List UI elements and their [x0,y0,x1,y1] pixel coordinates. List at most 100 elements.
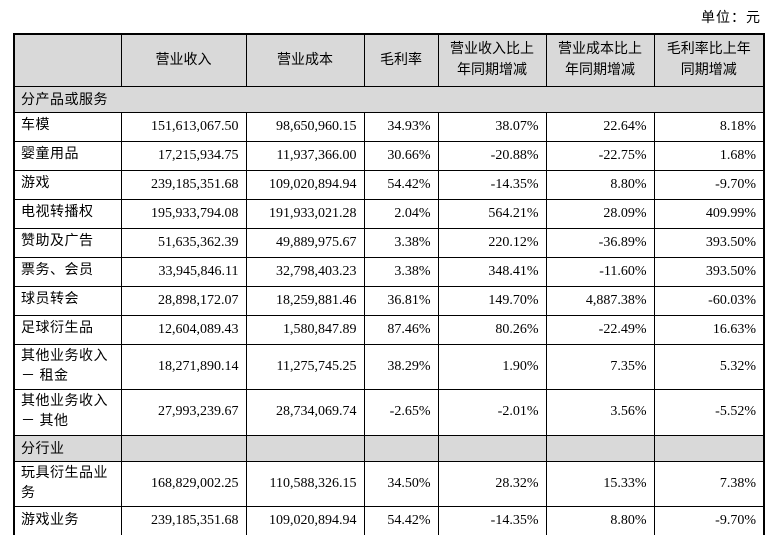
row-label: 游戏 [13,169,122,200]
table-row: 其他业务收入 － 其他 27,993,239.67 28,734,069.74 -2.… [13,389,765,436]
row-label: 玩具衍生品业 务 [13,460,122,508]
cell-revenue: 168,829,002.25 [120,460,247,508]
col-header-cost-yoy: 营业成本比上 年同期增减 [545,33,655,87]
cell-cost-yoy: -22.49% [545,314,655,345]
cell-cost: 109,020,894.94 [245,506,365,535]
cell-cost-yoy: 22.64% [545,111,655,142]
row-label: 其他业务收入 － 租金 [13,343,122,391]
cell-margin-yoy: 5.32% [653,343,765,391]
cell-revenue-yoy: -2.01% [437,389,547,436]
cell-cost-yoy: 15.33% [545,460,655,508]
cell-margin-yoy: -9.70% [653,506,765,535]
section-header-label: 分产品或服务 [13,85,765,113]
cell-revenue-yoy: -14.35% [437,169,547,200]
cell-cost-yoy: 4,887.38% [545,285,655,316]
cell-margin-yoy: 409.99% [653,198,765,229]
cell-revenue: 18,271,890.14 [120,343,247,391]
cell-revenue-yoy: 80.26% [437,314,547,345]
section-header-label: 分行业 [13,434,122,462]
table-row: 赞助及广告 51,635,362.39 49,889,975.67 3.38% 220.… [13,227,765,258]
section-header-empty-cell [653,434,765,462]
row-label: 球员转会 [13,285,122,316]
section-header-empty-cell [245,434,365,462]
cell-revenue-yoy: -20.88% [437,140,547,171]
cell-gross-margin: 3.38% [363,256,439,287]
cell-revenue: 195,933,794.08 [120,198,247,229]
cell-cost: 49,889,975.67 [245,227,365,258]
cell-cost-yoy: 3.56% [545,389,655,436]
cell-revenue: 28,898,172.07 [120,285,247,316]
section-header-empty-cell [120,434,247,462]
cell-cost: 98,650,960.15 [245,111,365,142]
table-row: 玩具衍生品业 务 168,829,002.25 110,588,326.15 34.5… [13,460,765,508]
section-header-empty-cell [437,434,547,462]
cell-cost: 28,734,069.74 [245,389,365,436]
row-label: 赞助及广告 [13,227,122,258]
col-header-revenue-yoy: 营业收入比上 年同期增减 [437,33,547,87]
table-header-row: 营业收入 营业成本 毛利率 营业收入比上 年同期增减 营业成本比上 年同期增减 … [13,33,765,87]
cell-gross-margin: 3.38% [363,227,439,258]
cell-revenue-yoy: 28.32% [437,460,547,508]
table-row: 票务、会员 33,945,846.11 32,798,403.23 3.38% 348.… [13,256,765,287]
cell-gross-margin: 30.66% [363,140,439,171]
cell-revenue-yoy: -14.35% [437,506,547,535]
cell-revenue: 51,635,362.39 [120,227,247,258]
section-header-row: 分行业 [13,434,765,462]
cell-revenue-yoy: 1.90% [437,343,547,391]
cell-cost: 110,588,326.15 [245,460,365,508]
table-row: 车模 151,613,067.50 98,650,960.15 34.93% 38.07… [13,111,765,142]
cell-cost: 109,020,894.94 [245,169,365,200]
cell-cost-yoy: 8.80% [545,506,655,535]
table-row: 游戏 239,185,351.68 109,020,894.94 54.42% -14.… [13,169,765,200]
col-header-cost: 营业成本 [245,33,365,87]
unit-label: 单位：元 [701,11,761,26]
cell-revenue: 17,215,934.75 [120,140,247,171]
cell-gross-margin: -2.65% [363,389,439,436]
cell-gross-margin: 38.29% [363,343,439,391]
cell-cost-yoy: -36.89% [545,227,655,258]
cell-margin-yoy: 16.63% [653,314,765,345]
row-label: 电视转播权 [13,198,122,229]
table-row: 电视转播权 195,933,794.08 191,933,021.28 2.04% 56… [13,198,765,229]
cell-cost-yoy: -22.75% [545,140,655,171]
cell-margin-yoy: 7.38% [653,460,765,508]
cell-cost-yoy: 7.35% [545,343,655,391]
cell-margin-yoy: 8.18% [653,111,765,142]
cell-gross-margin: 54.42% [363,169,439,200]
cell-revenue-yoy: 220.12% [437,227,547,258]
row-label: 游戏业务 [13,506,122,535]
col-header-gross-margin: 毛利率 [363,33,439,87]
cell-cost: 191,933,021.28 [245,198,365,229]
cell-gross-margin: 87.46% [363,314,439,345]
col-header-blank [13,33,122,87]
revenue-breakdown-table: 营业收入 营业成本 毛利率 营业收入比上 年同期增减 营业成本比上 年同期增减 … [13,33,765,535]
cell-gross-margin: 34.93% [363,111,439,142]
row-label: 足球衍生品 [13,314,122,345]
section-header-empty-cell [545,434,655,462]
cell-margin-yoy: 393.50% [653,256,765,287]
cell-gross-margin: 34.50% [363,460,439,508]
cell-cost: 32,798,403.23 [245,256,365,287]
col-header-revenue: 营业收入 [120,33,247,87]
cell-revenue: 33,945,846.11 [120,256,247,287]
cell-gross-margin: 36.81% [363,285,439,316]
col-header-margin-yoy: 毛利率比上年 同期增减 [653,33,765,87]
row-label: 婴童用品 [13,140,122,171]
cell-gross-margin: 54.42% [363,506,439,535]
table-row: 游戏业务 239,185,351.68 109,020,894.94 54.42% -1… [13,506,765,535]
cell-revenue: 239,185,351.68 [120,506,247,535]
cell-revenue: 27,993,239.67 [120,389,247,436]
cell-revenue: 239,185,351.68 [120,169,247,200]
cell-cost: 1,580,847.89 [245,314,365,345]
table-row: 足球衍生品 12,604,089.43 1,580,847.89 87.46% 80.2… [13,314,765,345]
cell-margin-yoy: -9.70% [653,169,765,200]
section-header-row: 分产品或服务 [13,85,765,113]
section-header-empty-cell [363,434,439,462]
row-label: 票务、会员 [13,256,122,287]
cell-cost-yoy: -11.60% [545,256,655,287]
cell-revenue-yoy: 348.41% [437,256,547,287]
cell-margin-yoy: -5.52% [653,389,765,436]
cell-margin-yoy: 393.50% [653,227,765,258]
cell-cost: 11,937,366.00 [245,140,365,171]
